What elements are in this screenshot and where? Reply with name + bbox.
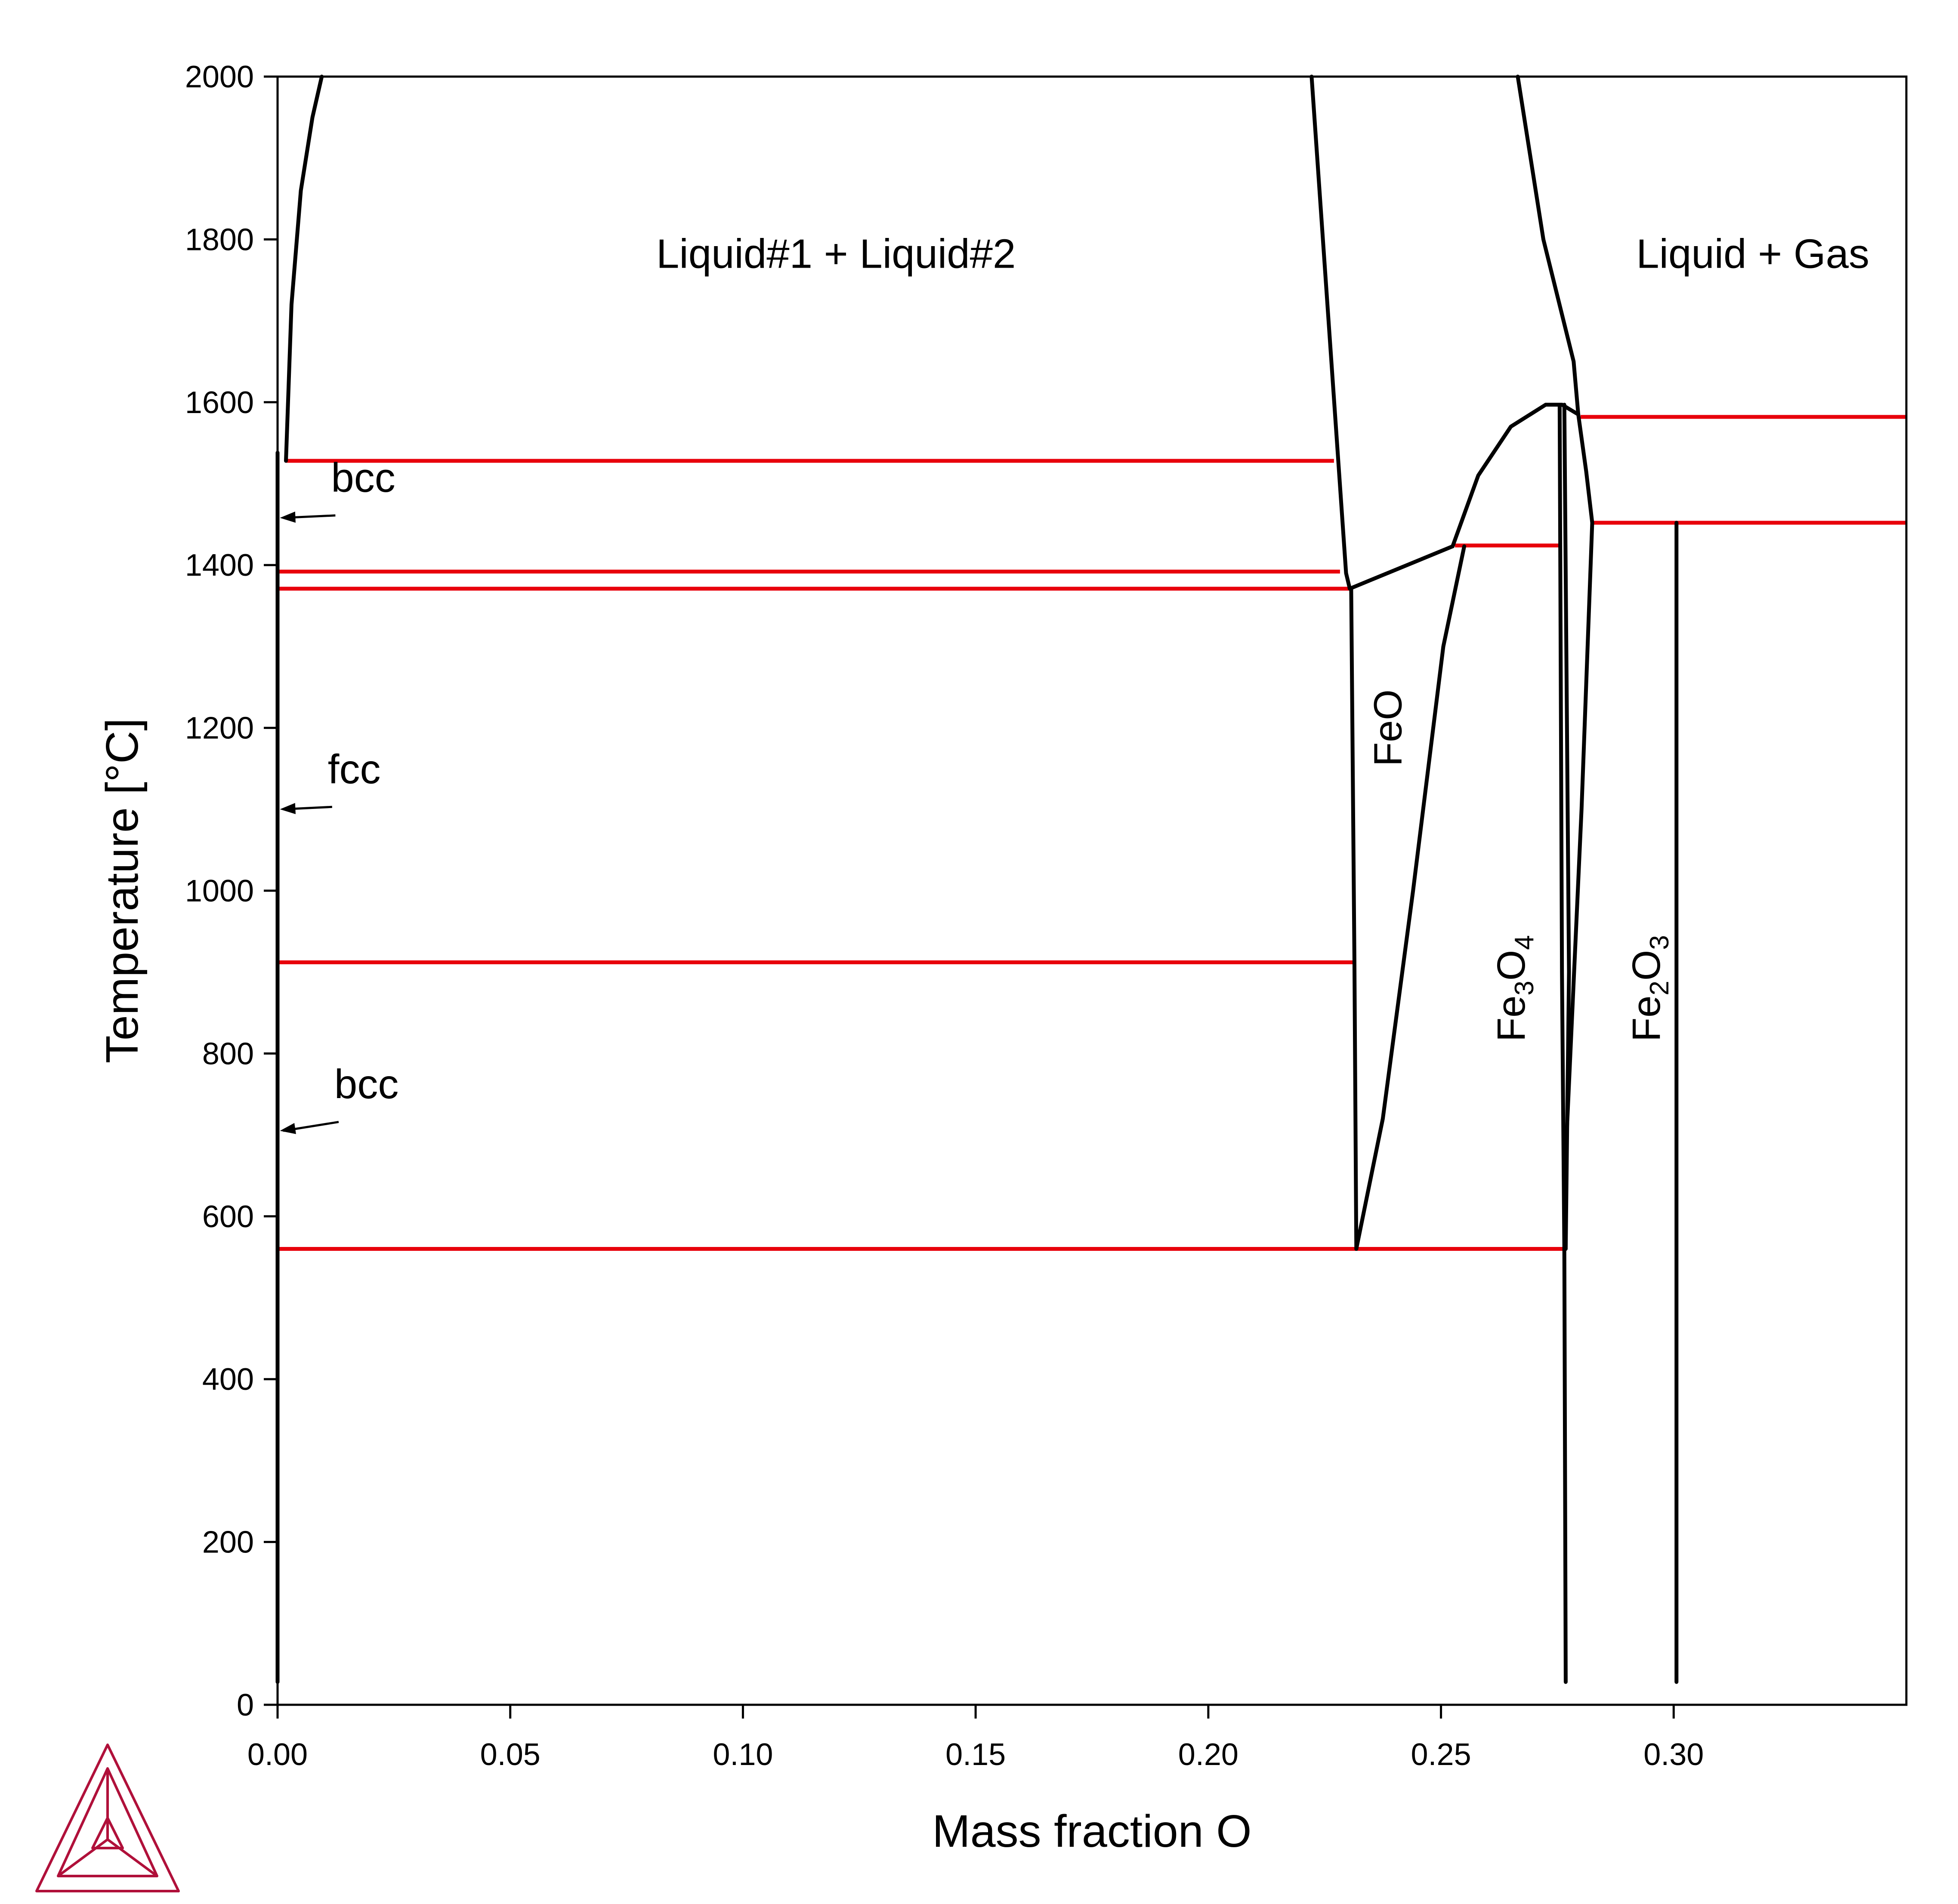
x-tick-label: 0.20 [1178, 1737, 1238, 1772]
y-tick-label: 800 [202, 1037, 254, 1071]
y-axis-title: Temperature [°C] [97, 718, 148, 1063]
y-tick-label: 1200 [185, 711, 254, 746]
pointer-arrow-icon [280, 803, 296, 815]
y-axis-ticks: 0 200 400 600 800 1000 1200 1400 1600 1800 2000 [185, 60, 278, 1722]
y-tick-label: 200 [202, 1525, 254, 1560]
x-axis-ticks: 0.00 0.05 0.10 0.15 0.20 0.25 0.30 [247, 1705, 1704, 1772]
x-tick-label: 0.00 [247, 1737, 308, 1772]
y-tick-label: 600 [202, 1200, 254, 1234]
phase-boundary-8 [1557, 403, 1568, 1684]
phase-formula-label: Fe2O3 [1624, 935, 1674, 1042]
thermo-calc-logo-icon [35, 1744, 180, 1892]
x-tick-label: 0.30 [1643, 1737, 1704, 1772]
phase-boundary-9 [1562, 403, 1571, 1251]
y-tick-label: 2000 [185, 60, 254, 94]
phase-boundary-11 [1565, 521, 1594, 1137]
region-label: Liquid + Gas [1636, 231, 1869, 277]
phase-boundary-1 [284, 74, 324, 463]
x-tick-label: 0.05 [480, 1737, 540, 1772]
phase-label: FeO [1366, 689, 1410, 766]
y-tick-label: 1000 [185, 874, 254, 908]
phase-boundary-10 [1576, 412, 1594, 525]
pointer-arrow-icon [280, 511, 296, 523]
y-tick-label: 1600 [185, 386, 254, 420]
phase-label: fcc [328, 746, 381, 792]
pointer-arrow-icon [280, 1123, 296, 1134]
phase-boundary-4 [1349, 586, 1359, 1251]
phase-boundary-7 [1516, 74, 1581, 417]
region-label: Liquid#1 + Liquid#2 [656, 231, 1016, 277]
y-tick-label: 1400 [185, 548, 254, 583]
y-tick-label: 1800 [185, 222, 254, 257]
phase-boundary-5 [1354, 544, 1467, 1251]
phase-formula-label: Fe3O4 [1489, 935, 1539, 1042]
x-tick-label: 0.10 [713, 1737, 773, 1772]
annotations: Liquid#1 + Liquid#2 Liquid + Gas bcc fcc bcc… [280, 231, 1869, 1134]
phase-label: bcc [331, 455, 395, 501]
x-tick-label: 0.15 [945, 1737, 1006, 1772]
invariant-lines [278, 415, 1906, 1251]
y-tick-label: 0 [237, 1688, 254, 1722]
phase-label: bcc [334, 1061, 398, 1107]
x-axis-title: Mass fraction O [932, 1806, 1251, 1857]
phase-boundary-3 [1348, 544, 1455, 591]
y-tick-label: 400 [202, 1362, 254, 1397]
phase-boundary-2 [1309, 74, 1352, 591]
x-tick-label: 0.25 [1411, 1737, 1471, 1772]
